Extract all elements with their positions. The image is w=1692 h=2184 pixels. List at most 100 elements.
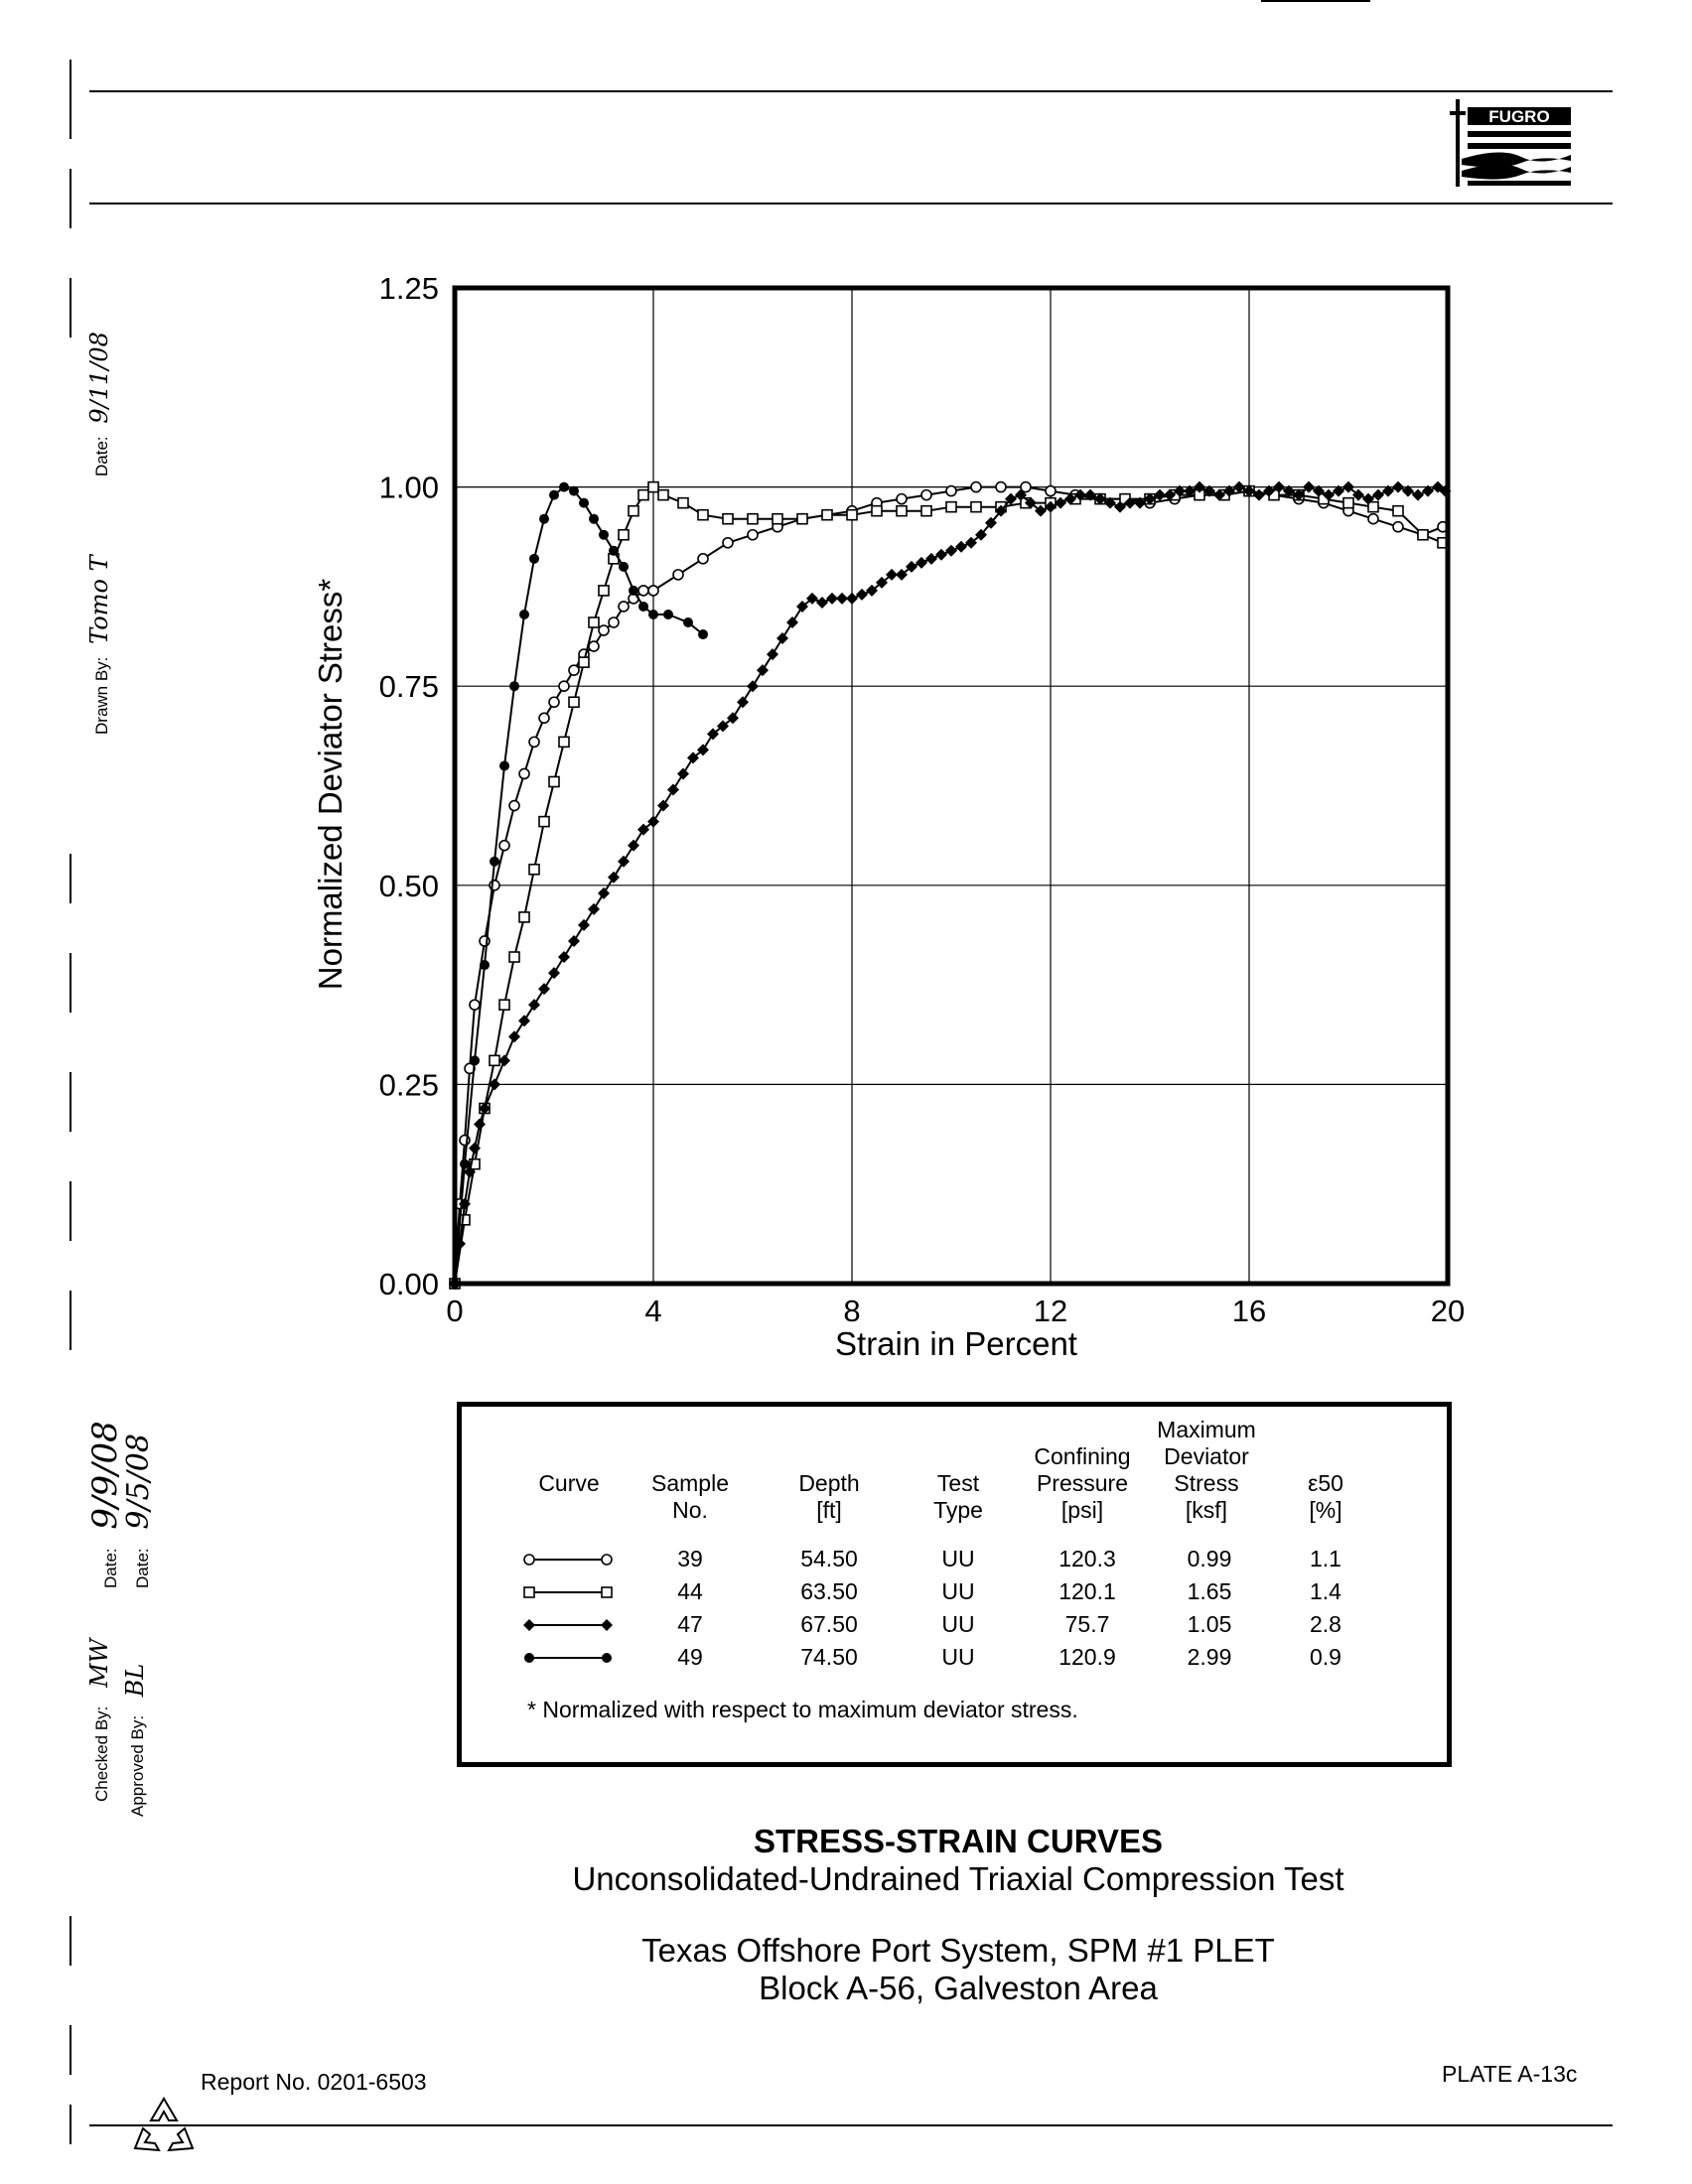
data-point (568, 664, 580, 676)
legend-cell-eps: 2.8 (1310, 1611, 1341, 1637)
data-point (1263, 484, 1275, 497)
data-point (1184, 484, 1196, 497)
data-point (579, 497, 589, 508)
data-point (1223, 484, 1235, 497)
legend-cell-stress: 1.05 (1187, 1611, 1232, 1637)
data-point (528, 999, 540, 1012)
data-point (618, 601, 630, 613)
report-number: Report No. 0201-6503 (201, 2069, 427, 2095)
data-point (1323, 488, 1335, 501)
data-point (722, 536, 734, 549)
data-point (618, 855, 630, 868)
data-point (826, 592, 838, 605)
header-test-type: Test Type (933, 1470, 983, 1523)
data-point (866, 584, 878, 597)
legend-cell-sample: 39 (677, 1546, 703, 1571)
data-point (490, 856, 499, 867)
header-depth: Depth [ft] (798, 1470, 860, 1523)
data-point (508, 951, 520, 963)
fugro-logo-graphic: FUGRO (1450, 99, 1571, 187)
data-point (1243, 484, 1255, 497)
data-point (1342, 480, 1354, 493)
x-tick-label: 8 (843, 1294, 860, 1328)
data-point (588, 616, 600, 628)
data-point (1253, 488, 1265, 501)
data-point (657, 799, 669, 812)
legend-cell-sample: 47 (677, 1611, 703, 1637)
data-point (1124, 496, 1136, 509)
data-point (519, 609, 529, 619)
data-point (538, 983, 550, 996)
data-point (1020, 480, 1032, 493)
data-point (558, 951, 570, 964)
header-bottom-rule (89, 203, 1613, 205)
data-point (518, 767, 530, 780)
data-point (1045, 484, 1057, 497)
data-point (629, 585, 638, 596)
data-point (489, 1078, 500, 1091)
data-point (945, 544, 957, 557)
legend-cell-type: UU (941, 1578, 975, 1604)
data-point (598, 624, 610, 636)
legend-cell-eps: 0.9 (1310, 1644, 1341, 1670)
approved-by-signature: BL (121, 1663, 149, 1698)
legend-cell-type: UU (941, 1546, 975, 1571)
data-point (498, 999, 510, 1011)
x-tick-label: 20 (1431, 1294, 1465, 1328)
y-axis-label: Normalized Deviator Stress* (312, 579, 349, 991)
data-point (474, 1118, 486, 1131)
data-point (747, 512, 759, 525)
x-tick-label: 12 (1034, 1294, 1067, 1328)
data-point (1417, 528, 1429, 541)
data-point (871, 504, 883, 517)
data-point (1362, 492, 1374, 505)
header-confining-pressure: Confining Pressure [psi] (1034, 1443, 1131, 1523)
approved-date-label: Date: 9/5/08 (121, 1433, 156, 1588)
y-tick-label: 0.50 (379, 869, 439, 903)
data-point (896, 568, 908, 581)
data-point (975, 528, 987, 541)
data-point (548, 775, 560, 788)
title-block: STRESS-STRAIN CURVES Unconsolidated-Undr… (397, 1823, 1519, 2007)
data-point (1367, 512, 1379, 525)
data-point (856, 588, 868, 601)
left-margin-marks (60, 60, 79, 2144)
data-point (821, 508, 833, 521)
data-point (598, 887, 610, 899)
data-point (767, 648, 778, 661)
data-point (479, 1102, 491, 1115)
legend-cell-depth: 67.50 (800, 1611, 858, 1637)
data-point (1005, 492, 1017, 505)
data-point (529, 553, 539, 564)
data-point (920, 488, 932, 501)
data-point (464, 1165, 476, 1178)
data-point (697, 744, 709, 756)
checked-by-label: Checked By: MW (85, 1638, 113, 1802)
legend-cell-type: UU (941, 1644, 975, 1670)
top-edge-mark (1261, 0, 1370, 2)
legend-cell-pressure: 120.1 (1058, 1578, 1116, 1604)
data-point (578, 918, 590, 931)
y-tick-label: 0.00 (379, 1267, 439, 1301)
y-tick-label: 1.00 (379, 471, 439, 505)
legend-cell-stress: 1.65 (1187, 1578, 1232, 1604)
data-point (469, 1142, 481, 1155)
data-point (602, 1653, 612, 1663)
data-point (697, 553, 709, 565)
data-point (569, 485, 579, 496)
data-point (498, 1054, 510, 1067)
data-point (1342, 496, 1354, 509)
chart-ticks: 0 4 8 12 16 20 0.00 0.25 0.50 0.75 1.00 1.25 (379, 271, 1466, 1328)
y-tick-label: 0.75 (379, 669, 439, 704)
data-point (727, 712, 739, 725)
data-point (1213, 488, 1225, 501)
data-point (588, 640, 600, 652)
data-point (538, 815, 550, 828)
data-point (772, 512, 783, 525)
data-point (1104, 496, 1116, 509)
data-point (1313, 484, 1325, 497)
data-point (836, 592, 848, 605)
data-point (524, 1653, 534, 1663)
data-point (460, 1159, 470, 1169)
data-point (687, 751, 699, 764)
